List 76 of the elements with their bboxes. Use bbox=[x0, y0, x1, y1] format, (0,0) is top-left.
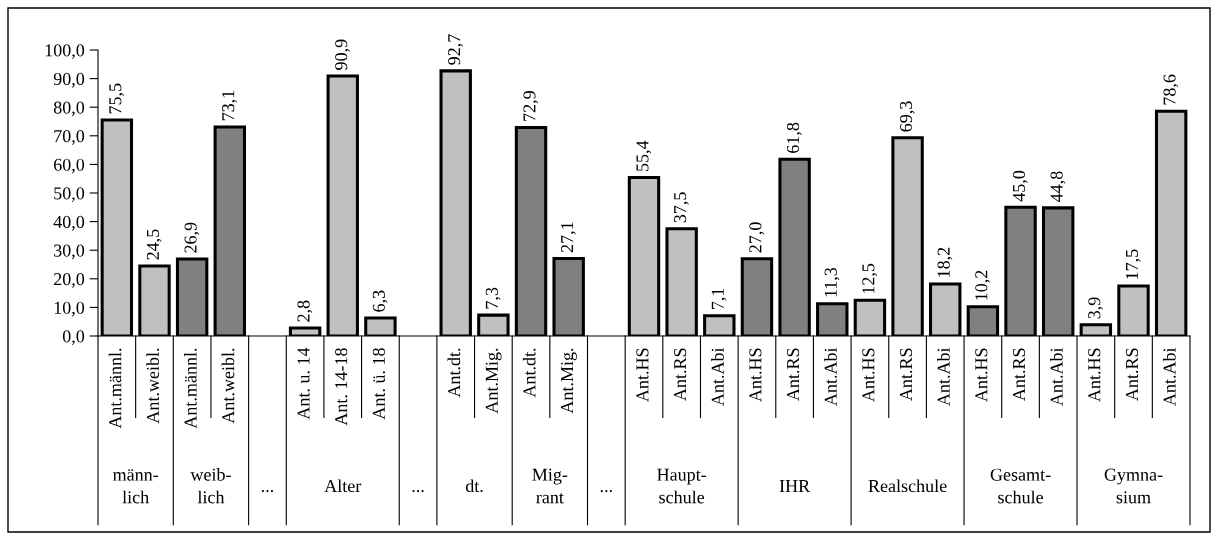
data-label: 37,5 bbox=[674, 192, 689, 223]
x-tick-label: Ant.HS bbox=[975, 348, 988, 402]
x-tick-label: Ant.HS bbox=[636, 348, 649, 402]
data-label: 18,2 bbox=[937, 247, 953, 277]
data-label: 92,7 bbox=[448, 34, 463, 65]
data-label: 24,5 bbox=[146, 229, 162, 260]
text: dt. bbox=[465, 479, 483, 493]
x-tick-label: Ant.dt. bbox=[522, 348, 536, 398]
data-label: 10,2 bbox=[975, 270, 990, 300]
x-tick-label: Ant.dt. bbox=[447, 348, 461, 398]
x-tick-label: Ant.weibl. bbox=[146, 348, 160, 424]
text: männ- lich bbox=[112, 469, 159, 504]
x-tick-label: Ant.RS bbox=[787, 348, 800, 401]
x-tick-label: Ant.RS bbox=[899, 348, 913, 401]
data-label: 11,3 bbox=[824, 267, 840, 297]
x-tick-label: Ant.weibl. bbox=[221, 348, 235, 424]
x-tick-label: Ant.Abi bbox=[937, 347, 950, 406]
y-tick-label: 60,0 bbox=[53, 158, 85, 174]
text: Gymna- sium bbox=[1104, 468, 1163, 504]
y-tick-label: 30,0 bbox=[54, 244, 85, 260]
text: Haupt- schule bbox=[657, 468, 707, 504]
y-tick-label: 40,0 bbox=[53, 215, 85, 231]
x-tick-label: Ant.HS bbox=[1088, 348, 1101, 402]
x-tick-label: Ant.RS bbox=[1012, 348, 1026, 401]
x-tick-label: Ant.Mig. bbox=[485, 348, 502, 414]
data-label: 6,3 bbox=[372, 290, 388, 312]
x-tick-label: Ant.männl. bbox=[108, 348, 122, 429]
data-label: 3,9 bbox=[1088, 297, 1103, 319]
y-tick-label: 80,0 bbox=[53, 101, 85, 117]
text: Gesamt- schule bbox=[990, 468, 1051, 504]
x-tick-label: Ant.Abi bbox=[1050, 347, 1063, 406]
data-label: 44,8 bbox=[1050, 171, 1066, 202]
x-tick-label: Ant.RS bbox=[1125, 348, 1139, 401]
text: weib- lich bbox=[190, 468, 231, 504]
data-label: 7,1 bbox=[711, 288, 727, 309]
data-label: 78,6 bbox=[1163, 74, 1179, 105]
y-tick-label: 50,0 bbox=[54, 187, 85, 203]
y-tick-label: 0,0 bbox=[62, 330, 85, 346]
data-label: 27,0 bbox=[749, 222, 765, 253]
text: Mig- rant bbox=[532, 468, 568, 504]
y-tick-label: 100,0 bbox=[45, 44, 85, 60]
x-tick-label: Ant.HS bbox=[749, 348, 762, 402]
data-label: 45,0 bbox=[1012, 170, 1028, 202]
text: Alter bbox=[324, 479, 362, 493]
data-label: 12,5 bbox=[862, 263, 878, 294]
data-label: 7,3 bbox=[485, 287, 501, 309]
x-tick-label: Ant.RS bbox=[674, 348, 687, 401]
data-label: 2,8 bbox=[297, 300, 313, 322]
x-tick-label: Ant.Abi bbox=[1162, 347, 1176, 406]
x-tick-label: Ant. ü. 18 bbox=[372, 348, 386, 420]
data-label: 75,5 bbox=[109, 83, 124, 114]
text: ... bbox=[261, 490, 274, 493]
y-tick-label: 70,0 bbox=[54, 130, 85, 145]
x-tick-label: Ant.HS bbox=[862, 348, 875, 402]
text: ... bbox=[412, 490, 424, 493]
x-tick-label: Ant.Mig. bbox=[561, 348, 577, 414]
data-label: 55,4 bbox=[636, 140, 652, 171]
data-label: 27,1 bbox=[561, 222, 576, 253]
y-tick-label: 90,0 bbox=[53, 72, 85, 88]
x-tick-label: Ant. u. 14 bbox=[297, 347, 310, 420]
y-tick-label: 10,0 bbox=[54, 301, 85, 317]
y-tick-label: 20,0 bbox=[54, 273, 85, 288]
data-label: 61,8 bbox=[786, 122, 802, 153]
x-tick-label: Ant. 14-18 bbox=[335, 348, 348, 426]
data-label: 73,1 bbox=[222, 90, 237, 121]
x-tick-label: Ant.Abi bbox=[824, 347, 837, 406]
data-label: 69,3 bbox=[899, 101, 915, 132]
text: Realschule bbox=[868, 479, 947, 493]
x-tick-label: Ant.Abi bbox=[711, 347, 724, 406]
data-label: 17,5 bbox=[1125, 249, 1141, 279]
data-label: 72,9 bbox=[523, 91, 539, 121]
data-label: 26,9 bbox=[184, 222, 200, 253]
text: ... bbox=[600, 490, 612, 493]
data-label: 90,9 bbox=[335, 39, 350, 70]
x-tick-label: Ant.männl. bbox=[183, 348, 197, 429]
text: IHR bbox=[779, 480, 811, 492]
